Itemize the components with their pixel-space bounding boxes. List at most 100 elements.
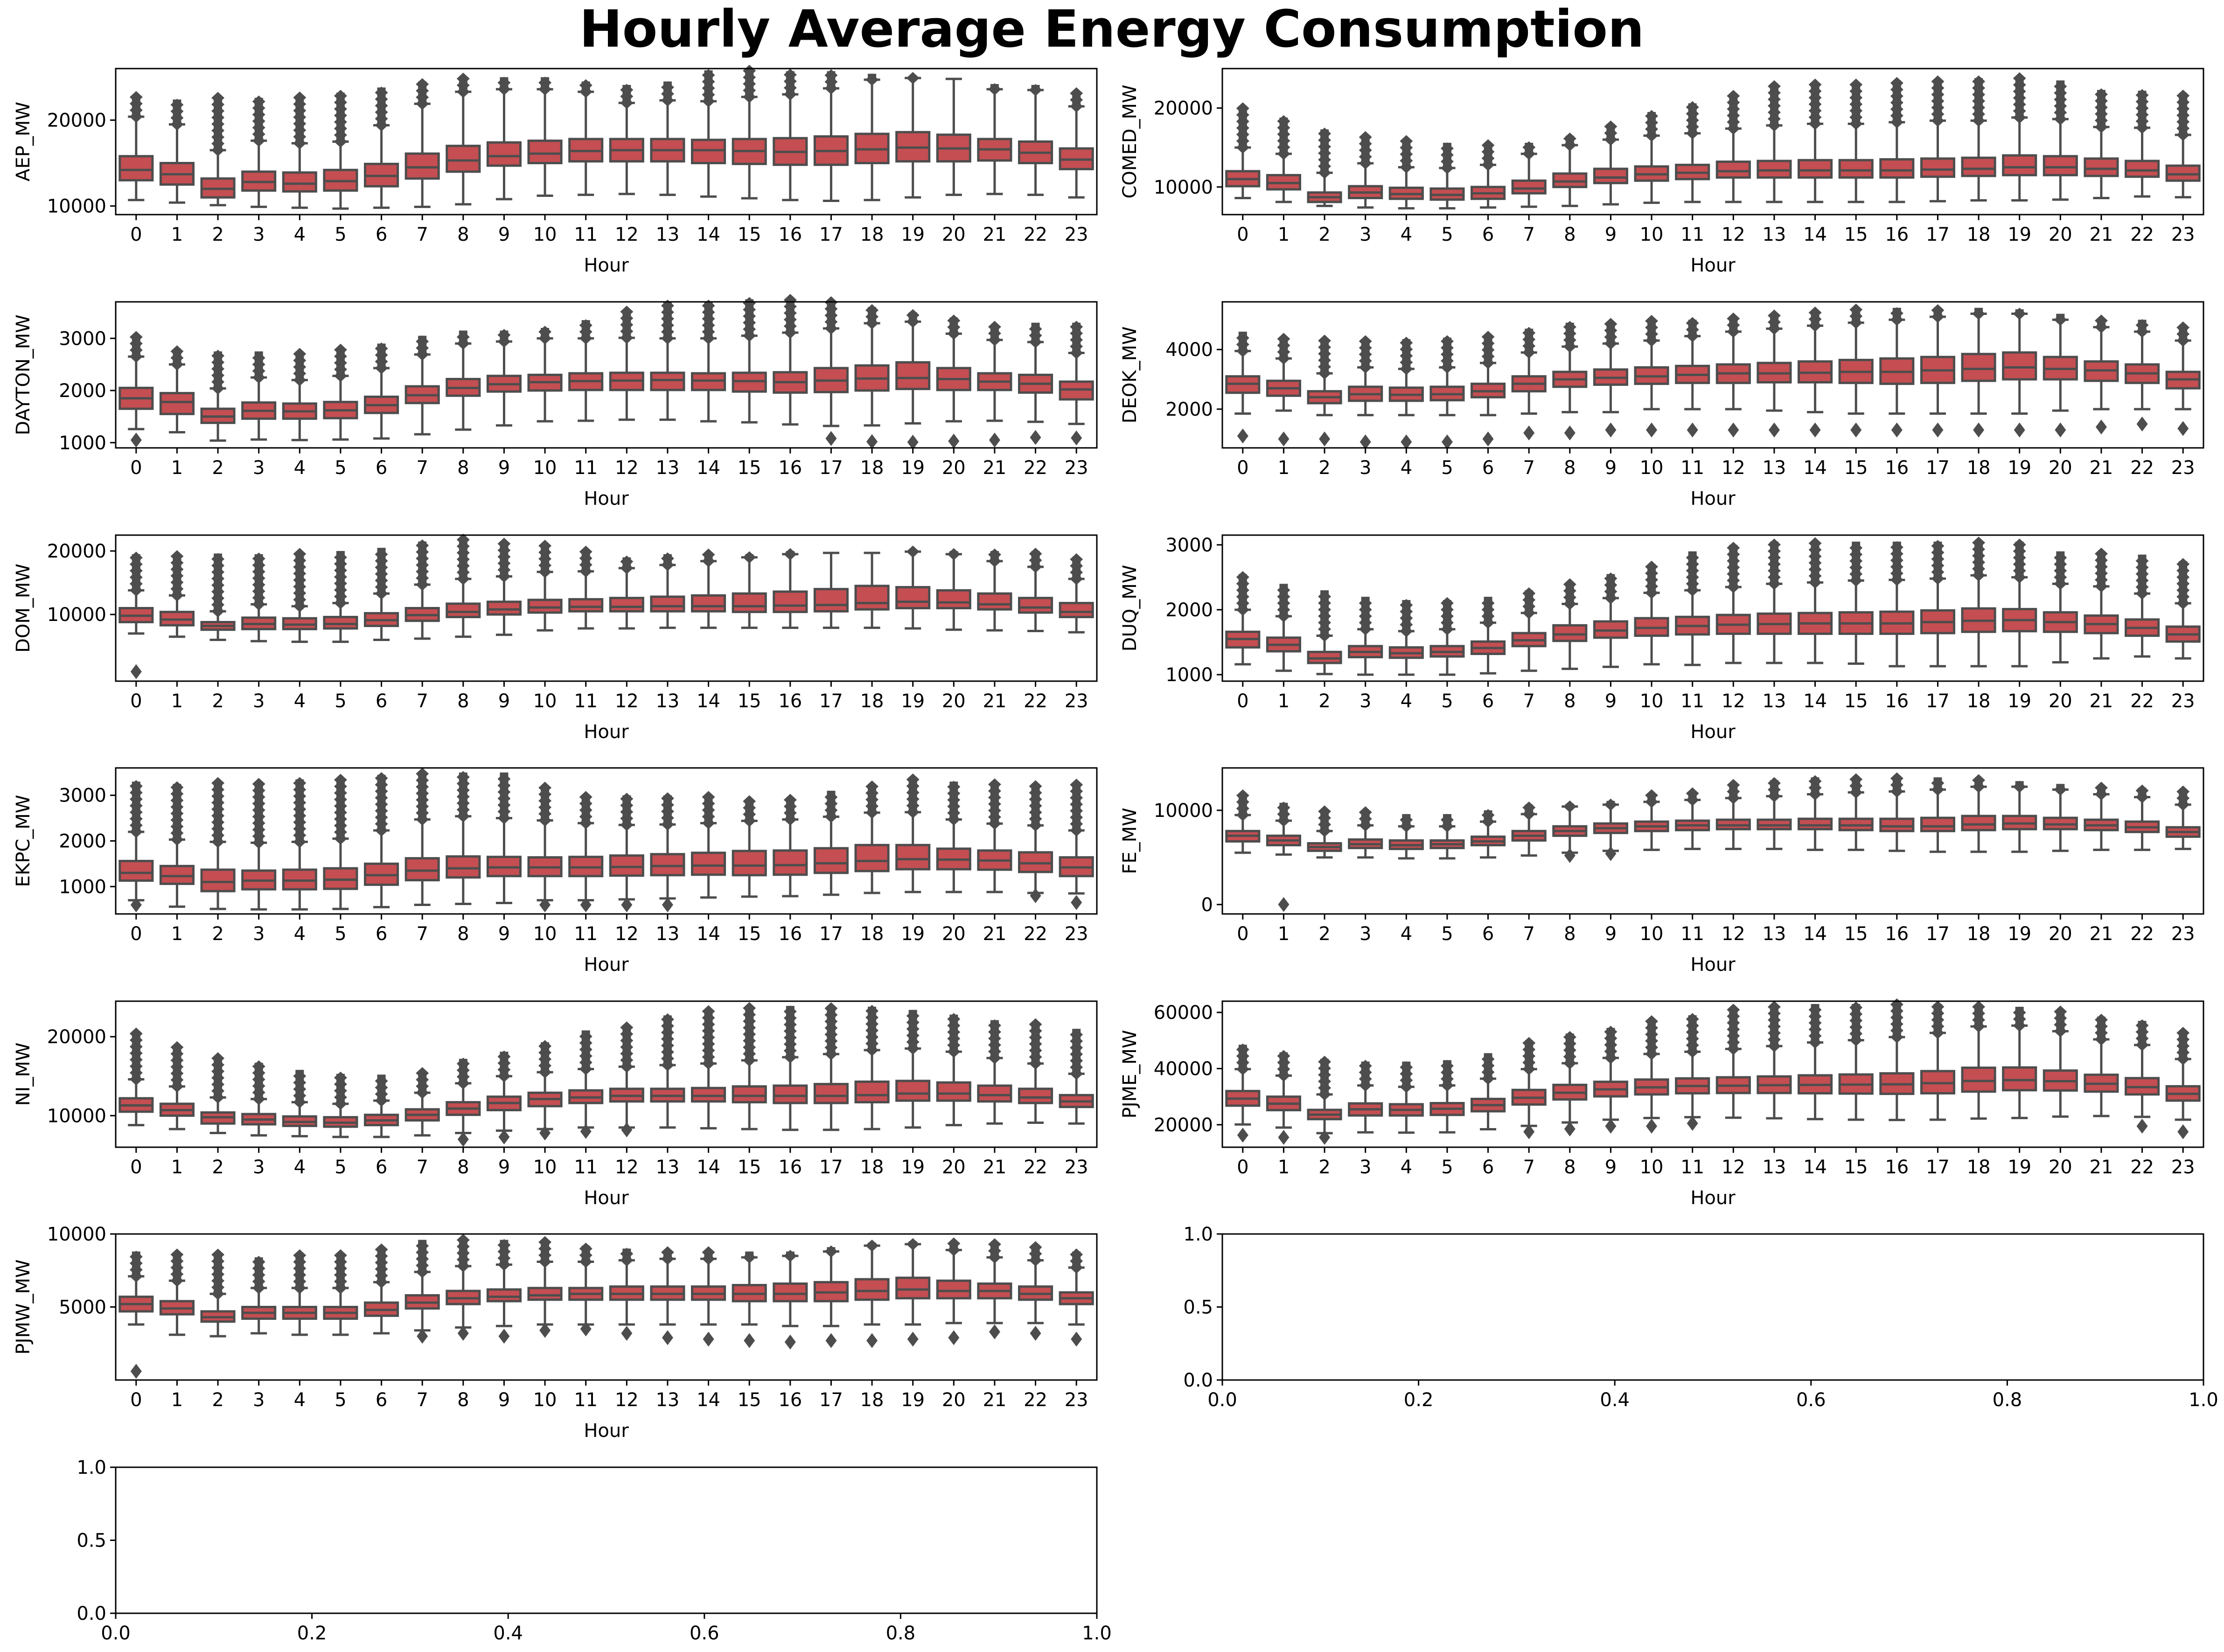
box-hour-16	[773, 69, 808, 202]
outlier-marker	[865, 1011, 879, 1024]
outlier-marker	[579, 817, 593, 829]
outlier-marker	[252, 559, 265, 572]
outlier-marker	[334, 1078, 347, 1090]
outlier-marker	[1236, 338, 1249, 351]
outlier-marker	[947, 1237, 961, 1250]
x-tick-label: 3	[253, 224, 265, 245]
outlier-marker	[375, 342, 388, 355]
outlier-marker	[661, 552, 674, 565]
outlier-marker	[416, 787, 429, 800]
outlier-marker	[947, 1039, 961, 1052]
outlier-marker	[579, 1030, 593, 1043]
x-tick-label: 17	[1926, 690, 1950, 712]
box-iqr	[446, 602, 481, 619]
outlier-marker	[2135, 581, 2149, 593]
x-tick-label: 8	[457, 1389, 469, 1411]
box-hour-21	[2084, 88, 2119, 199]
x-tick-label: 16	[778, 690, 802, 712]
box-hour-22	[2125, 554, 2160, 658]
outlier-marker	[1686, 107, 1699, 120]
x-tick-label: 19	[2008, 690, 2031, 712]
outlier-marker	[906, 799, 920, 812]
box-hour-2	[200, 1052, 236, 1135]
box-hour-2	[1307, 127, 1342, 207]
outlier-marker	[579, 1242, 593, 1255]
outlier-marker	[1645, 795, 1659, 808]
x-tick-label: 10	[1640, 224, 1664, 245]
x-tick-label: 2	[212, 1157, 223, 1178]
outlier-marker	[988, 1052, 1001, 1064]
outlier-marker	[906, 1010, 920, 1022]
outlier-marker	[2054, 1005, 2067, 1018]
outlier-marker	[1604, 133, 1617, 146]
outlier-marker	[1972, 537, 1986, 549]
outlier-marker	[1277, 346, 1290, 358]
outlier-marker	[1481, 139, 1495, 152]
outlier-marker-low	[1646, 1118, 1658, 1134]
box-iqr	[813, 847, 849, 874]
outlier-marker	[743, 1028, 756, 1040]
x-tick-label: 20	[942, 1157, 966, 1178]
outlier-marker	[2176, 129, 2190, 141]
outlier-marker	[293, 124, 307, 137]
box-hour-21	[2084, 781, 2119, 851]
outlier-marker	[129, 111, 143, 123]
outlier-marker	[1481, 356, 1495, 369]
outlier-marker-low	[1605, 846, 1617, 861]
box-iqr	[527, 1287, 563, 1301]
x-axis-label: Hour	[584, 721, 629, 743]
outlier-marker	[1236, 1063, 1249, 1075]
x-tick-label: 14	[697, 1157, 720, 1178]
outlier-marker-low	[1030, 1325, 1041, 1341]
outlier-marker	[824, 1028, 838, 1041]
axes-frame	[115, 1000, 1098, 1148]
outlier-marker	[2176, 1026, 2190, 1039]
outlier-marker	[2054, 100, 2067, 112]
outlier-marker	[1400, 154, 1413, 167]
x-tick-label: 17	[1926, 457, 1950, 479]
outlier-marker	[906, 1029, 920, 1042]
outlier-marker	[824, 797, 838, 810]
outlier-marker-low	[825, 1333, 837, 1348]
outlier-marker	[1727, 561, 1740, 574]
outlier-marker	[1400, 618, 1413, 631]
x-tick-label: 16	[1885, 224, 1909, 245]
x-tick-label: 6	[376, 1389, 387, 1411]
outlier-marker	[1645, 573, 1659, 586]
x-tick-label: 1	[1278, 457, 1290, 479]
box-iqr	[1961, 815, 1996, 831]
outlier-marker	[2135, 1032, 2149, 1045]
box-hour-7	[404, 1240, 440, 1344]
outlier-marker	[334, 551, 347, 564]
x-axis-label: Hour	[584, 1187, 629, 1209]
outlier-marker	[1029, 329, 1042, 342]
outlier-marker	[2135, 89, 2149, 101]
outlier-marker	[1277, 1050, 1290, 1062]
x-tick-label: 20	[942, 1389, 966, 1411]
outlier-marker	[865, 73, 879, 86]
outlier-marker	[1522, 801, 1536, 814]
outlier-marker	[1931, 783, 1945, 796]
box-hour-19	[895, 545, 931, 630]
outlier-marker	[375, 99, 388, 112]
x-tick-label: 14	[697, 923, 720, 945]
outlier-marker	[1767, 309, 1781, 322]
outlier-marker	[743, 808, 756, 821]
outlier-marker-low	[2177, 421, 2189, 436]
outlier-marker	[1972, 101, 1986, 114]
outlier-marker	[375, 1094, 388, 1107]
x-tick-label: 16	[1885, 923, 1909, 945]
outlier-marker-low	[621, 897, 633, 913]
outlier-marker	[170, 781, 184, 794]
box-hour-5	[323, 1071, 358, 1138]
box-hour-11	[1675, 787, 1710, 850]
box-hour-9	[1593, 120, 1628, 206]
outlier-marker	[1686, 565, 1699, 577]
outlier-marker	[1808, 320, 1822, 332]
x-tick-label: 1	[171, 457, 183, 479]
box-hour-13	[650, 300, 685, 421]
y-axis-label: EKPC_MW	[13, 795, 34, 887]
outlier-marker	[1277, 1056, 1290, 1069]
outlier-marker	[702, 1038, 715, 1050]
outlier-marker	[456, 546, 470, 559]
